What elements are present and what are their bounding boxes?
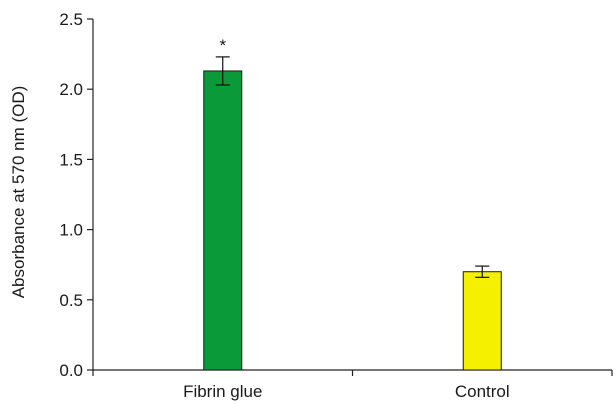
y-axis-title: Absorbance at 570 nm (OD) [9,86,28,299]
y-ticks: 0.0 0.5 1.0 1.5 2.0 2.5 [59,10,93,380]
y-tick-label: 2.5 [59,10,83,29]
x-tick-labels: Fibrin glue Control [92,370,613,401]
bar-control [462,271,502,371]
y-tick-label: 0.0 [59,361,83,380]
y-tick-label: 1.5 [59,150,83,169]
axes [92,19,612,371]
x-tick-label: Fibrin glue [183,382,262,401]
bar-fibrin-glue [203,70,243,371]
significance-marker: * [219,36,226,55]
x-tick-label: Control [455,382,510,401]
y-tick-label: 1.0 [59,221,83,240]
bars: * [203,36,502,371]
y-tick-label: 2.0 [59,80,83,99]
y-tick-label: 0.5 [59,291,83,310]
